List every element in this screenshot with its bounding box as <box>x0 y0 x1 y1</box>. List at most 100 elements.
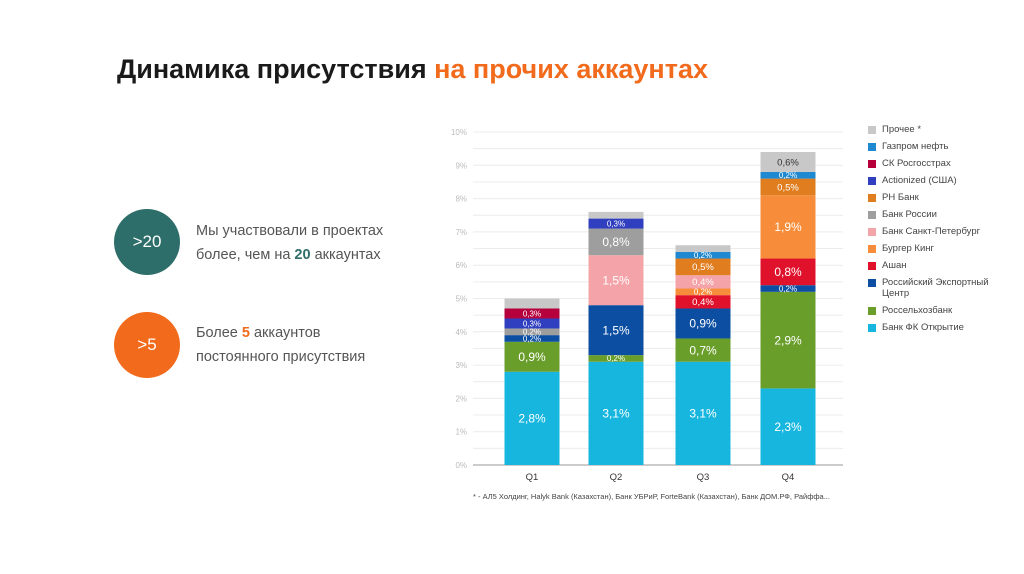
y-tick-label: 6% <box>455 261 467 270</box>
stat-text-accounts: Мы участвовали в проектах более, чем на … <box>196 219 383 267</box>
legend-swatch <box>868 143 876 151</box>
stat-badge-permanent: >5 <box>114 312 180 378</box>
data-label: 0,3% <box>523 309 541 318</box>
chart-legend: Прочее * Газпром нефть СК Росгосстрах Actio… <box>868 124 1012 339</box>
legend-label: Российский Экспортный Центр <box>882 277 989 299</box>
y-tick-label: 3% <box>455 361 467 370</box>
legend-swatch <box>868 262 876 270</box>
stat-text-permanent: Более 5 аккаунтов постоянного присутстви… <box>196 321 365 369</box>
stat-line: постоянного присутствия <box>196 349 366 365</box>
bar-segment <box>675 275 731 289</box>
legend-item: Бургер Кинг <box>868 243 1012 260</box>
bar-segment <box>504 341 560 372</box>
legend-label: Прочее * <box>882 124 922 135</box>
legend-item: Банк России <box>868 209 1012 226</box>
page-title: Динамика присутствия на прочих аккаунтах <box>117 54 708 85</box>
data-label: 3,1% <box>602 407 630 421</box>
legend-label: Банк Санкт-Петербург <box>882 226 981 237</box>
data-label: 0,6% <box>777 157 799 168</box>
data-label: 0,3% <box>607 219 625 228</box>
legend-swatch <box>868 211 876 219</box>
legend-item: Банк Санкт-Петербург <box>868 226 1012 243</box>
data-label: 0,2% <box>523 328 541 337</box>
data-label: 0,5% <box>777 182 799 193</box>
y-tick-label: 2% <box>455 394 467 403</box>
legend-item: Банк ФК Открытие <box>868 322 1012 339</box>
y-tick-label: 7% <box>455 228 467 237</box>
legend-item: СК Росгосстрах <box>868 158 1012 175</box>
legend-label: Банк ФК Открытие <box>882 322 964 333</box>
bar-segment <box>760 258 816 286</box>
bar-segment <box>675 258 731 276</box>
legend-swatch <box>868 126 876 134</box>
x-tick-label: Q3 <box>697 472 710 483</box>
bar-segment <box>588 228 644 256</box>
legend-label: Actionized (США) <box>882 175 957 186</box>
data-label: 0,2% <box>523 334 541 343</box>
x-tick-label: Q1 <box>526 472 539 483</box>
data-label: 3,1% <box>689 407 717 421</box>
legend-item: Российский Экспортный Центр <box>868 277 1012 305</box>
data-label: 0,2% <box>694 288 712 297</box>
y-tick-label: 10% <box>451 128 467 137</box>
stat-badge-accounts: >20 <box>114 209 180 275</box>
legend-swatch <box>868 324 876 332</box>
bar-segment <box>675 295 731 309</box>
bar-segment <box>760 171 816 179</box>
bar-segment <box>504 371 560 465</box>
bar-segment <box>675 338 731 362</box>
data-label: 0,8% <box>774 265 802 279</box>
data-label: 0,4% <box>692 277 714 288</box>
legend-item: РН Банк <box>868 192 1012 209</box>
legend-swatch <box>868 160 876 168</box>
bar-segment <box>760 388 816 465</box>
bar-segment <box>675 251 731 259</box>
bar-segment <box>675 308 731 339</box>
bar-segment <box>504 308 560 319</box>
data-label: 0,4% <box>692 297 714 308</box>
legend-label: Ашан <box>882 260 907 271</box>
legend-swatch <box>868 307 876 315</box>
bar-segment <box>675 361 731 465</box>
bar-segment <box>760 195 816 259</box>
bar-segment <box>588 361 644 465</box>
data-label: 2,3% <box>774 420 802 434</box>
y-tick-label: 9% <box>455 161 467 170</box>
bar-segment <box>504 318 560 329</box>
legend-item: Actionized (США) <box>868 175 1012 192</box>
title-accent: на прочих аккаунтах <box>434 54 708 84</box>
bar-segment <box>588 211 644 219</box>
legend-swatch <box>868 279 876 287</box>
legend-label: РН Банк <box>882 192 919 203</box>
y-tick-label: 0% <box>455 461 467 470</box>
bar-segment <box>504 298 560 309</box>
x-tick-label: Q2 <box>610 472 623 483</box>
legend-item: Россельхозбанк <box>868 305 1012 322</box>
bar-segment <box>504 335 560 342</box>
stat-line: более, чем на 20 аккаунтах <box>196 247 381 263</box>
legend-swatch <box>868 194 876 202</box>
data-label: 0,8% <box>602 235 630 249</box>
data-label: 0,3% <box>523 319 541 328</box>
bar-segment <box>588 255 644 306</box>
legend-item: Ашан <box>868 260 1012 277</box>
y-tick-label: 1% <box>455 428 467 437</box>
bar-segment <box>675 288 731 296</box>
x-tick-label: Q4 <box>782 472 795 483</box>
data-label: 0,2% <box>607 354 625 363</box>
legend-label: Бургер Кинг <box>882 243 934 254</box>
legend-item: Прочее * <box>868 124 1012 141</box>
legend-label: Газпром нефть <box>882 141 949 152</box>
bar-segment <box>588 305 644 356</box>
bar-segment <box>760 285 816 292</box>
bar-segment <box>588 218 644 229</box>
data-label: 2,8% <box>518 412 546 426</box>
data-label: 0,2% <box>779 171 797 180</box>
data-label: 0,9% <box>518 350 546 364</box>
bar-segment <box>760 291 816 389</box>
chart-footnote: * - АЛ5 Холдинг, Halyk Bank (Казахстан),… <box>473 492 830 501</box>
stat-line: Более 5 аккаунтов <box>196 325 321 341</box>
data-label: 1,5% <box>602 323 630 337</box>
